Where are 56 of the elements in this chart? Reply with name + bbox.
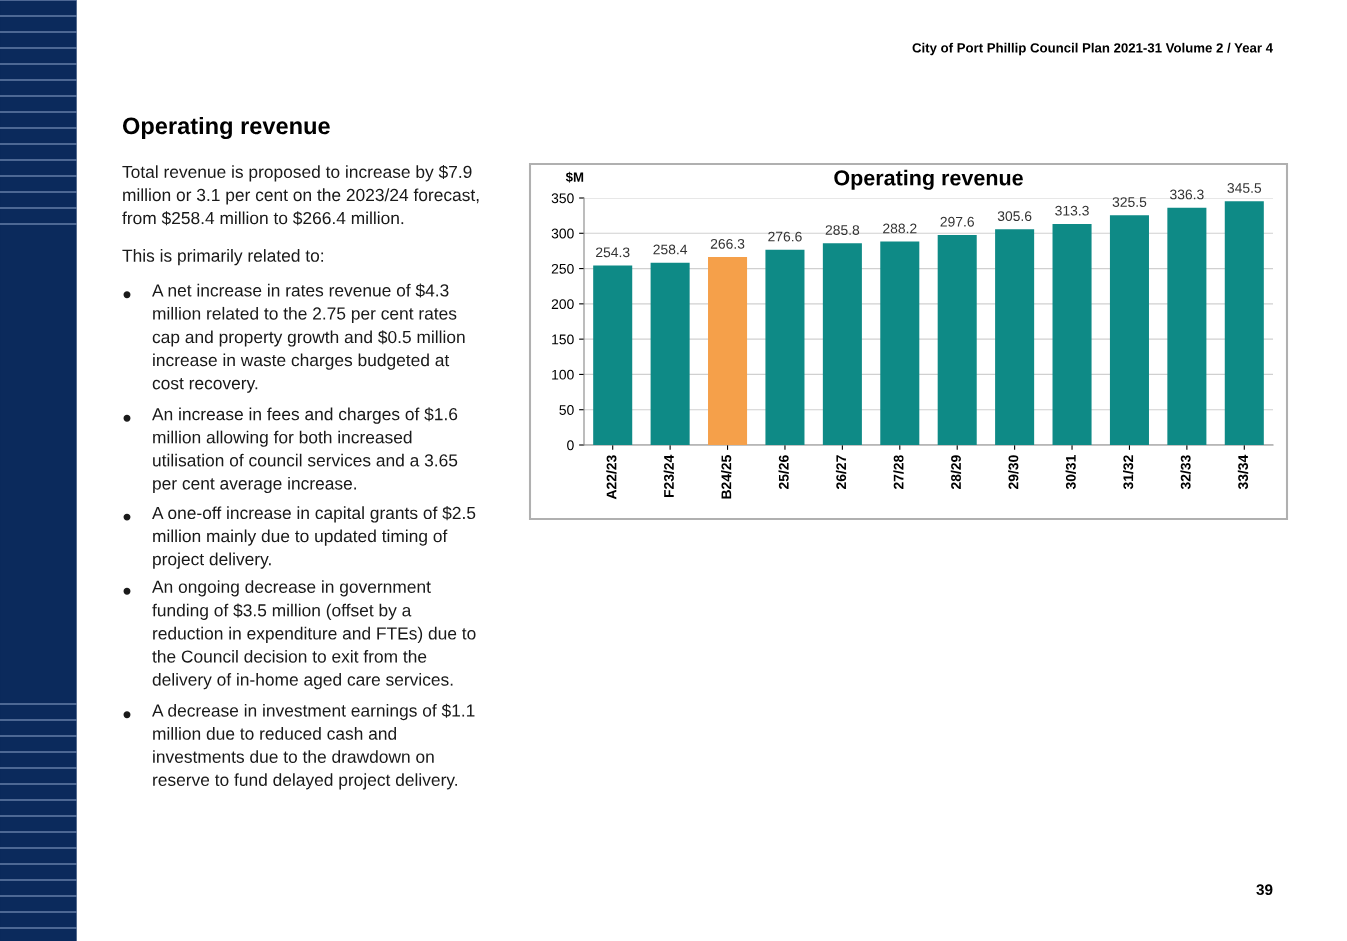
bar xyxy=(708,257,748,445)
chart-title: Operating revenue xyxy=(834,169,1023,190)
data-label: 305.6 xyxy=(997,211,1032,222)
text: An increase in fees and charges of $1.6 million allowing for both increased utilisation of council services and a 3.65 per cent average increase. xyxy=(152,407,458,494)
text: A decrease in investment earnings of $1.1 million due to reduced cash and investments due to the drawdown on reserve to fund delayed project delivery. xyxy=(152,703,475,790)
y-tick-label: 150 xyxy=(552,334,574,345)
text: Operating revenue xyxy=(122,116,330,140)
y-tick-label: 50 xyxy=(559,405,574,415)
y-tick-label: 350 xyxy=(551,193,574,204)
y-tick-label: 300 xyxy=(551,228,574,239)
bar xyxy=(995,229,1035,445)
x-tick-label: 32/33 xyxy=(1180,455,1191,490)
x-tick-label: B24/25 xyxy=(721,455,732,499)
text: 39 xyxy=(1256,884,1273,896)
x-tick-label: A22/23 xyxy=(606,455,617,500)
x-tick-label: 29/30 xyxy=(1008,455,1019,489)
x-tick-label: 30/31 xyxy=(1065,455,1076,490)
data-label: 345.5 xyxy=(1227,183,1262,193)
bar xyxy=(765,249,805,445)
x-tick-label: 31/32 xyxy=(1122,455,1134,490)
y-tick-label: 0 xyxy=(567,440,574,451)
bar xyxy=(1109,215,1149,445)
data-label: 258.4 xyxy=(653,244,688,255)
data-label: 297.6 xyxy=(940,216,974,227)
data-label: 313.3 xyxy=(1055,205,1089,216)
bar xyxy=(593,265,633,445)
bar xyxy=(937,234,977,445)
data-label: 254.3 xyxy=(596,247,630,258)
x-tick-label: 28/29 xyxy=(950,455,962,489)
bar xyxy=(1224,201,1264,445)
data-label: 266.3 xyxy=(710,238,745,249)
x-tick-label: F23/24 xyxy=(663,454,674,498)
y-axis-title: $M xyxy=(565,171,584,183)
text: City of Port Phillip Council Plan 2021-31 Volume 2 / Year 4 xyxy=(912,42,1273,56)
data-label: 285.8 xyxy=(825,225,860,236)
x-tick-label: 33/34 xyxy=(1237,454,1249,490)
text: A net increase in rates revenue of $4.3 million related to the 2.75 per cent rates cap and property growth and $0.5 million increase in waste charges budgeted at cost recovery. xyxy=(152,283,465,393)
y-tick-label: 200 xyxy=(551,299,574,310)
bar xyxy=(650,262,690,445)
data-label: 336.3 xyxy=(1170,189,1204,200)
y-tick-label: 250 xyxy=(551,263,574,274)
x-tick-label: 25/26 xyxy=(778,455,789,489)
y-tick-label: 100 xyxy=(552,369,574,380)
text: An ongoing decrease in government funding of $3.5 million (offset by a reduction in expenditure and FTEs) due to the Council decision to exit from the delivery of in-home aged care services. xyxy=(152,580,476,690)
x-tick-label: 27/28 xyxy=(893,455,904,489)
data-label: 325.5 xyxy=(1112,197,1147,207)
x-tick-label: 26/27 xyxy=(835,455,847,489)
data-label: 288.2 xyxy=(883,223,917,234)
bar xyxy=(880,241,920,445)
text: This is primarily related to: xyxy=(122,249,324,266)
bar xyxy=(822,243,862,445)
bar xyxy=(1052,223,1092,445)
text: A one-off increase in capital grants of $2.5 million mainly due to updated timing of project delivery. xyxy=(152,506,476,569)
data-label: 276.6 xyxy=(768,231,802,242)
bar xyxy=(1167,207,1207,445)
text: Total revenue is proposed to increase by $7.9 million or 3.1 per cent on the 2023/24 forecast, from $258.4 million to $266.4 million. xyxy=(122,165,479,226)
